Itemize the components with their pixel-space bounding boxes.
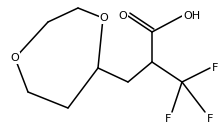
Text: O: O [118,11,127,21]
Text: OH: OH [183,11,200,21]
Text: O: O [100,13,108,23]
Text: O: O [11,53,19,63]
Text: F: F [212,63,218,73]
Text: F: F [165,114,171,124]
Text: F: F [207,114,213,124]
